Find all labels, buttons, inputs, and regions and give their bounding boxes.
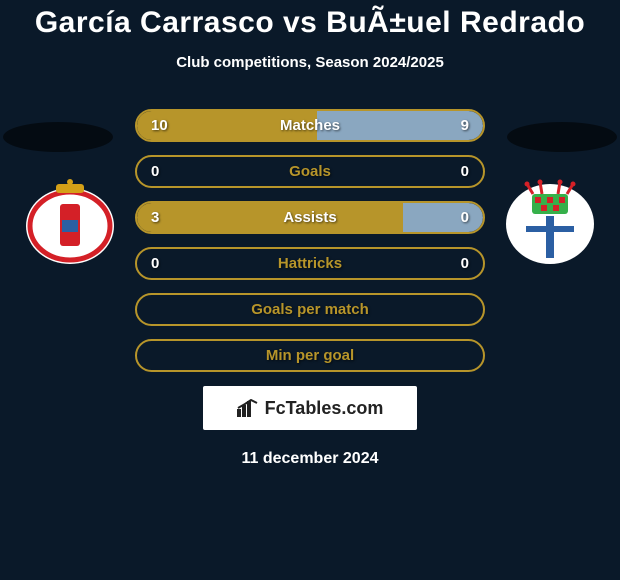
stat-row: 10 Matches 9 — [135, 109, 485, 142]
stat-label: Matches — [280, 117, 340, 134]
stat-label: Min per goal — [266, 347, 354, 364]
stat-value-right: 0 — [461, 255, 469, 272]
stat-fill-left — [137, 203, 403, 232]
brand-box: FcTables.com — [203, 386, 417, 430]
stat-value-right: 9 — [461, 117, 469, 134]
stat-value-right: 0 — [461, 209, 469, 226]
stat-label: Assists — [283, 209, 336, 226]
stat-row: Min per goal — [135, 339, 485, 372]
stat-label: Goals per match — [251, 301, 369, 318]
stat-value-left: 3 — [151, 209, 159, 226]
page-title: García Carrasco vs BuÃ±uel Redrado — [35, 6, 585, 40]
page-subtitle: Club competitions, Season 2024/2025 — [176, 54, 444, 71]
stats-panel: 10 Matches 9 0 Goals 0 3 Assists 0 0 Hattricks 0 Goa… — [135, 109, 485, 372]
club-badge-right — [500, 176, 600, 264]
stat-label: Goals — [289, 163, 331, 180]
brand-icon — [237, 399, 261, 417]
stat-label: Hattricks — [278, 255, 342, 272]
date-label: 11 december 2024 — [242, 450, 379, 468]
stat-value-left: 0 — [151, 163, 159, 180]
stat-fill-right — [317, 111, 483, 140]
shadow-left — [3, 122, 113, 152]
stat-row: 3 Assists 0 — [135, 201, 485, 234]
stat-row: 0 Hattricks 0 — [135, 247, 485, 280]
stat-row: 0 Goals 0 — [135, 155, 485, 188]
stat-fill-right — [403, 203, 483, 232]
club-badge-left — [20, 176, 120, 264]
stat-value-left: 10 — [151, 117, 168, 134]
shadow-right — [507, 122, 617, 152]
brand-label: FcTables.com — [265, 398, 384, 419]
stat-row: Goals per match — [135, 293, 485, 326]
stat-value-left: 0 — [151, 255, 159, 272]
stat-value-right: 0 — [461, 163, 469, 180]
